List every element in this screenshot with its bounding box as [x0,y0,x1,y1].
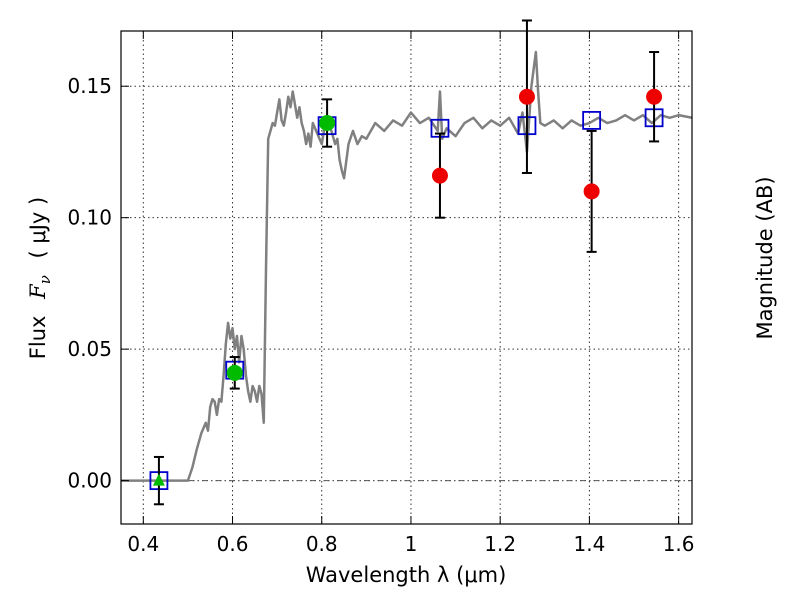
y-axis-label: Flux Fν ( μJy ) [26,197,55,359]
red-data-point [646,88,663,105]
y-tick-label: 0.00 [67,469,112,493]
x-tick-label: 0.8 [306,532,338,556]
green-data-point [226,364,243,381]
y-axis-label-prefix: Flux [26,316,50,360]
y-tick-label: 0.05 [67,337,112,361]
y2-axis-label: Magnitude (AB) [753,176,777,339]
axis-ticks [121,31,680,524]
model-spectrum-line [121,50,693,482]
grid-lines [121,31,692,524]
green-data-point [319,115,336,132]
model-photometry-square [582,110,602,130]
red-data-point [583,183,600,200]
y-axis-label-symbol: F [26,283,50,300]
y-tick-label: 0.15 [67,74,112,98]
x-tick-label: 0.4 [127,532,159,556]
plot-series [121,19,693,506]
x-tick-labels: 0.4 0.6 0.8 1 1.2 1.4 1.6 [127,532,694,556]
y-tick-label: 0.10 [67,206,112,230]
x-tick-label: 1.6 [663,532,695,556]
x-axis-label: Wavelength λ (μm) [306,563,507,587]
y-axis-label-subscript: ν [36,275,54,284]
y-tick-labels: 0.00 0.05 0.10 0.15 [67,74,112,492]
x-tick-label: 0.6 [217,532,249,556]
y-axis-label-unit: ( μJy ) [26,197,50,259]
x-tick-label: 1.4 [573,532,605,556]
x-tick-label: 1.2 [484,532,516,556]
x-tick-label: 1 [405,532,418,556]
red-data-point [431,167,448,184]
red-data-point [518,88,535,105]
green-triangle-data-point [152,473,165,486]
plot-frame [120,30,693,525]
